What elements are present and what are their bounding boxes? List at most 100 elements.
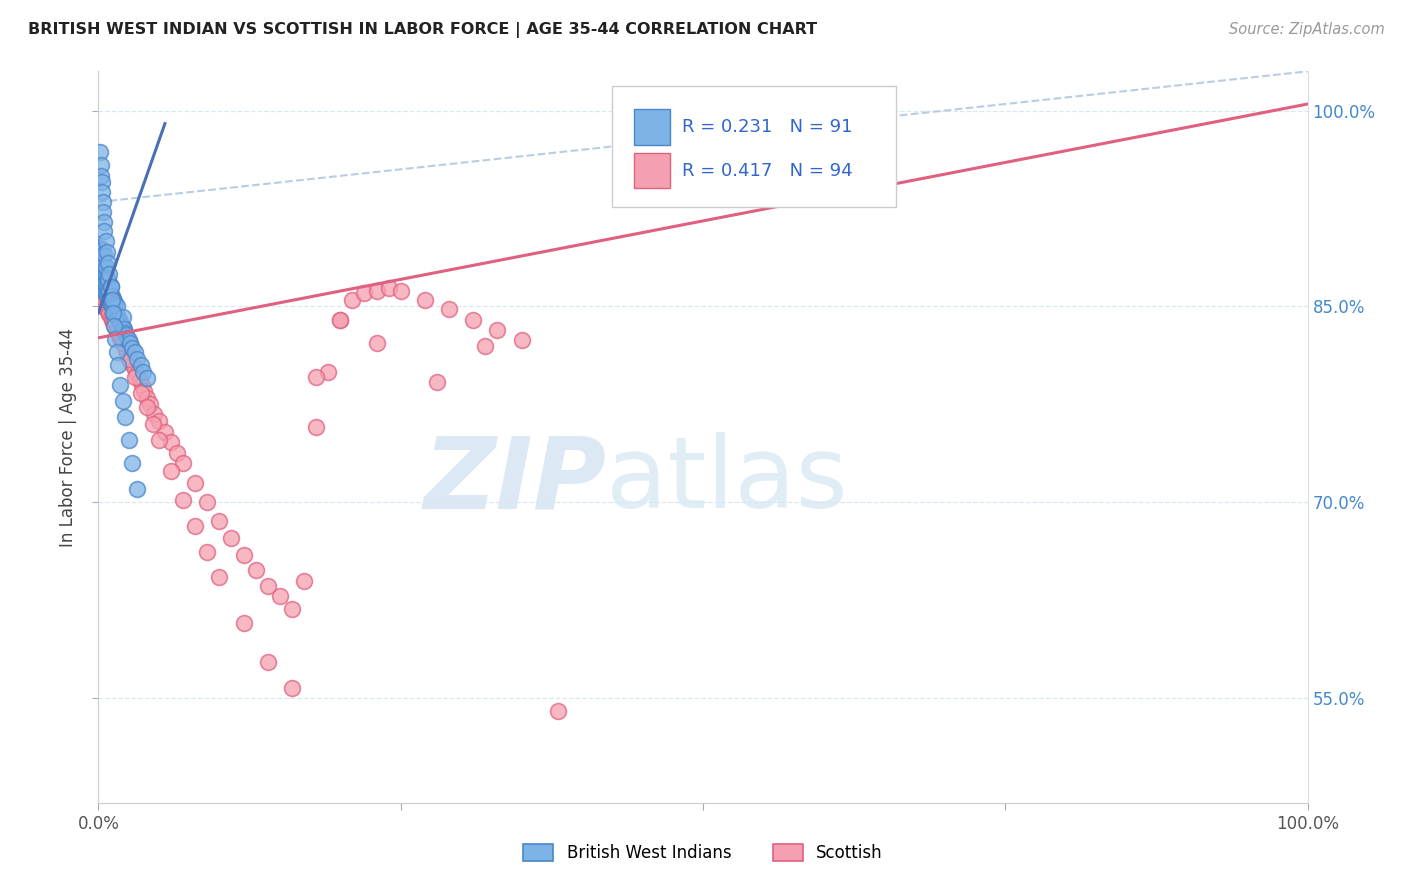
Point bbox=[160, 435, 183, 450]
Point bbox=[105, 345, 128, 359]
Bar bbox=[634, 110, 671, 145]
Point bbox=[90, 247, 112, 261]
Point bbox=[108, 328, 131, 343]
Point bbox=[124, 362, 146, 376]
Point bbox=[281, 602, 304, 616]
Point bbox=[101, 302, 124, 317]
Point bbox=[256, 655, 278, 669]
Point bbox=[91, 255, 114, 269]
Point bbox=[111, 336, 134, 351]
Point bbox=[195, 545, 218, 559]
Point bbox=[96, 286, 118, 301]
Point bbox=[91, 252, 114, 267]
Point bbox=[90, 258, 112, 272]
Point bbox=[93, 267, 115, 281]
Point bbox=[100, 298, 122, 312]
Point bbox=[89, 241, 111, 255]
Point bbox=[100, 280, 122, 294]
Point bbox=[111, 320, 134, 334]
Point bbox=[91, 280, 114, 294]
Point bbox=[166, 446, 188, 460]
Point bbox=[172, 456, 194, 470]
Point bbox=[100, 312, 122, 326]
Point bbox=[96, 289, 118, 303]
Point bbox=[124, 345, 146, 359]
Point bbox=[97, 292, 120, 306]
Point bbox=[148, 414, 170, 428]
Text: BRITISH WEST INDIAN VS SCOTTISH IN LABOR FORCE | AGE 35-44 CORRELATION CHART: BRITISH WEST INDIAN VS SCOTTISH IN LABOR… bbox=[28, 22, 817, 38]
Point bbox=[305, 419, 328, 434]
Point bbox=[97, 304, 120, 318]
Point bbox=[437, 302, 460, 317]
Point bbox=[96, 270, 118, 285]
Text: atlas: atlas bbox=[606, 433, 848, 530]
Point bbox=[108, 377, 131, 392]
Point bbox=[100, 278, 122, 293]
Point bbox=[118, 351, 141, 366]
Point bbox=[90, 276, 112, 290]
Point bbox=[221, 531, 243, 545]
Point bbox=[100, 293, 122, 307]
Point bbox=[93, 297, 115, 311]
Point bbox=[510, 334, 533, 348]
Point bbox=[107, 311, 129, 326]
Point bbox=[91, 205, 114, 219]
Point bbox=[91, 294, 114, 309]
Point bbox=[148, 433, 170, 447]
Point bbox=[256, 579, 278, 593]
Point bbox=[94, 277, 117, 292]
Point bbox=[98, 284, 121, 298]
Point bbox=[104, 297, 127, 311]
Point bbox=[91, 185, 114, 199]
Point bbox=[98, 307, 121, 321]
Point bbox=[110, 318, 132, 332]
Point bbox=[94, 283, 117, 297]
Point bbox=[89, 253, 111, 268]
Point bbox=[93, 247, 115, 261]
Point bbox=[108, 315, 131, 329]
Point bbox=[90, 289, 112, 303]
Text: R = 0.231   N = 91: R = 0.231 N = 91 bbox=[682, 118, 853, 136]
Point bbox=[103, 319, 125, 334]
Point bbox=[208, 570, 231, 584]
Point bbox=[98, 294, 121, 309]
Point bbox=[91, 264, 114, 278]
Point bbox=[112, 321, 135, 335]
Point bbox=[121, 456, 143, 470]
Point bbox=[94, 234, 117, 248]
Point bbox=[107, 321, 129, 335]
Y-axis label: In Labor Force | Age 35-44: In Labor Force | Age 35-44 bbox=[59, 327, 77, 547]
Point bbox=[103, 294, 125, 309]
Point bbox=[105, 309, 128, 323]
Point bbox=[93, 224, 115, 238]
Point bbox=[118, 351, 141, 366]
Point bbox=[96, 244, 118, 259]
Point bbox=[93, 276, 115, 290]
Point bbox=[121, 357, 143, 371]
Point bbox=[91, 273, 114, 287]
Point bbox=[353, 286, 375, 301]
Point bbox=[91, 175, 114, 189]
Point bbox=[101, 306, 124, 320]
Point bbox=[111, 393, 134, 408]
Point bbox=[97, 284, 120, 298]
Point bbox=[121, 341, 143, 355]
Point bbox=[426, 376, 449, 390]
Point bbox=[101, 315, 124, 329]
Point bbox=[115, 328, 138, 343]
Point bbox=[329, 312, 352, 326]
Point bbox=[389, 284, 412, 298]
Point bbox=[486, 323, 509, 337]
Point bbox=[93, 258, 115, 272]
Point bbox=[105, 300, 128, 314]
Point bbox=[232, 615, 254, 630]
Point bbox=[100, 289, 122, 303]
Point bbox=[91, 261, 114, 276]
Point bbox=[89, 263, 111, 277]
Point bbox=[377, 281, 399, 295]
Point bbox=[103, 318, 125, 332]
Point bbox=[96, 281, 118, 295]
Text: ZIP: ZIP bbox=[423, 433, 606, 530]
Point bbox=[184, 475, 207, 490]
Point bbox=[329, 312, 352, 326]
